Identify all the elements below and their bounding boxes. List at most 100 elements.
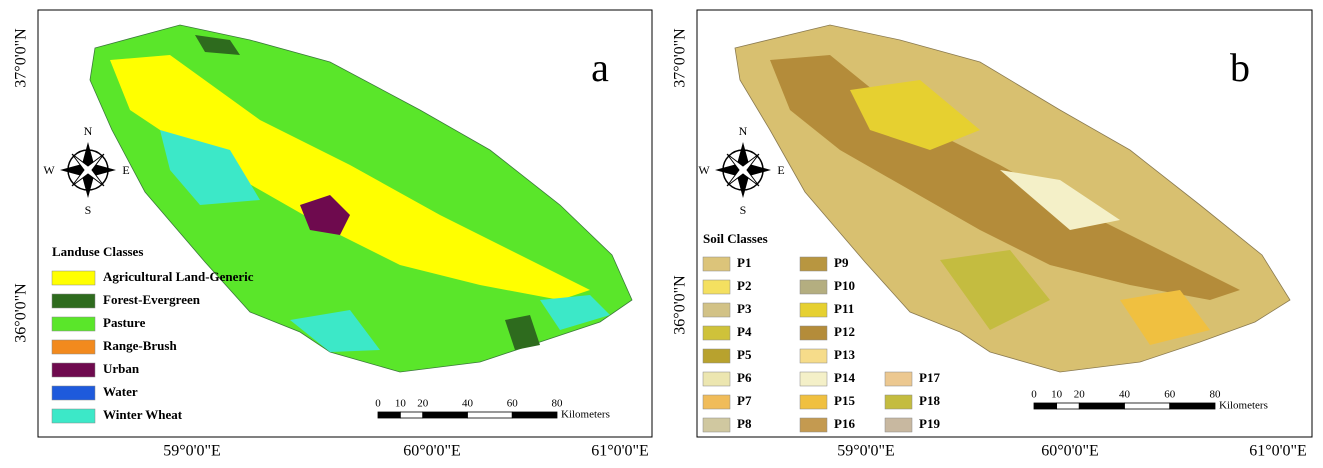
panel-letter: a	[591, 45, 609, 90]
scale-label: 40	[1119, 389, 1131, 401]
compass-label: S	[85, 203, 92, 217]
legend-swatch	[51, 316, 96, 332]
legend-label: P15	[834, 393, 855, 408]
legend-label: Range-Brush	[103, 338, 177, 353]
scale-label: 20	[1074, 389, 1086, 401]
latitude-label: 37°0'0"N	[672, 28, 689, 88]
legend-label: P7	[737, 393, 752, 408]
legend-swatch	[51, 293, 96, 309]
legend-label: P8	[737, 416, 752, 431]
legend-label: P1	[737, 255, 751, 270]
legend-label: P19	[919, 416, 940, 431]
scale-label: 60	[507, 398, 519, 410]
landuse-map	[89, 24, 633, 373]
scale-segment	[377, 411, 401, 419]
legend-label: P5	[737, 347, 752, 362]
legend-swatch	[799, 302, 828, 318]
compass-rose	[71, 153, 105, 187]
legend-swatch	[51, 362, 96, 378]
scale-segment	[399, 411, 424, 419]
scale-segment	[467, 411, 513, 419]
legend-label: P13	[834, 347, 855, 362]
legend-swatch	[702, 371, 731, 387]
scale-segment	[511, 411, 558, 419]
scale-unit: Kilometers	[1219, 400, 1268, 412]
legend-label: Urban	[103, 361, 140, 376]
legend-swatch	[799, 371, 828, 387]
scale-segment	[1124, 402, 1171, 410]
legend-label: Winter Wheat	[103, 407, 183, 422]
legend-label: P6	[737, 370, 752, 385]
longitude-label: 59°0'0"E	[837, 443, 895, 460]
legend-label: Water	[103, 384, 138, 399]
scale-segment	[422, 411, 468, 419]
legend-label: P4	[737, 324, 752, 339]
compass-label: W	[43, 163, 55, 177]
legend-label: P18	[919, 393, 940, 408]
legend-swatch	[702, 417, 731, 433]
panel-letter: b	[1230, 45, 1250, 90]
latitude-label: 36°0'0"N	[672, 275, 689, 335]
legend-label: Forest-Evergreen	[103, 292, 201, 307]
legend-swatch	[702, 302, 731, 318]
legend-swatch	[884, 371, 913, 387]
scale-label: 60	[1164, 389, 1176, 401]
legend-swatch	[799, 394, 828, 410]
legend-label: P11	[834, 301, 854, 316]
compass-label: N	[84, 124, 93, 138]
legend-swatch	[702, 256, 731, 272]
soil-map	[734, 24, 1291, 373]
legend-swatch	[799, 325, 828, 341]
legend-title: Landuse Classes	[52, 244, 143, 259]
legend-swatch	[799, 279, 828, 295]
legend-swatch	[884, 394, 913, 410]
scale-label: 10	[1051, 389, 1063, 401]
longitude-label: 60°0'0"E	[1041, 443, 1099, 460]
panel-frame	[696, 9, 1313, 438]
legend-swatch	[51, 408, 96, 424]
scale-unit: Kilometers	[561, 409, 610, 421]
legend-label: P3	[737, 301, 752, 316]
longitude-label: 60°0'0"E	[403, 443, 461, 460]
legend-swatch	[799, 348, 828, 364]
legend-title: Soil Classes	[703, 231, 768, 246]
scale-label: 10	[395, 398, 407, 410]
scale-segment	[1056, 402, 1080, 410]
scale-segment	[1078, 402, 1125, 410]
compass-label: E	[777, 163, 784, 177]
legend-swatch	[51, 339, 96, 355]
scale-label: 0	[375, 398, 381, 410]
legend-label: P10	[834, 278, 855, 293]
compass-ring	[67, 149, 109, 191]
legend-swatch	[702, 348, 731, 364]
legend-label: P14	[834, 370, 855, 385]
legend-label: Agricultural Land-Generic	[103, 269, 254, 284]
panel-frame	[37, 9, 653, 438]
legend-swatch	[799, 417, 828, 433]
longitude-label: 61°0'0"E	[1249, 443, 1307, 460]
scale-label: 40	[462, 398, 474, 410]
scale-label: 20	[417, 398, 429, 410]
legend-label: P16	[834, 416, 855, 431]
compass-label: S	[740, 203, 747, 217]
latitude-label: 36°0'0"N	[13, 283, 30, 343]
legend-swatch	[702, 325, 731, 341]
legend-swatch	[702, 394, 731, 410]
longitude-label: 59°0'0"E	[163, 443, 221, 460]
legend-swatch	[51, 270, 96, 286]
legend-label: P2	[737, 278, 751, 293]
compass-label: W	[698, 163, 710, 177]
scale-label: 80	[552, 398, 564, 410]
scale-label: 80	[1210, 389, 1222, 401]
compass-rose	[726, 153, 760, 187]
latitude-label: 37°0'0"N	[13, 28, 30, 88]
legend-swatch	[51, 385, 96, 401]
compass-label: N	[739, 124, 748, 138]
legend-label: Pasture	[103, 315, 146, 330]
scale-label: 0	[1031, 389, 1037, 401]
longitude-label: 61°0'0"E	[591, 443, 649, 460]
scale-segment	[1033, 402, 1058, 410]
legend-swatch	[702, 279, 731, 295]
scale-segment	[1169, 402, 1216, 410]
